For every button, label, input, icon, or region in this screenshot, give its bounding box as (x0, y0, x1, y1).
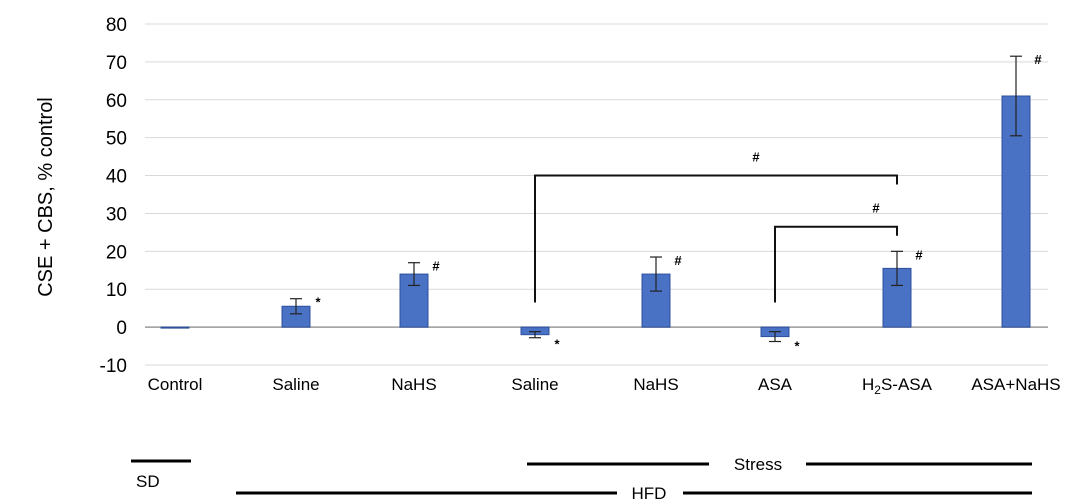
significance-marker: * (794, 339, 800, 354)
x-tick-label: Control (148, 375, 203, 394)
y-tick-label: 30 (106, 204, 127, 225)
group-label-stress: Stress (734, 455, 782, 474)
y-tick-label: 60 (106, 91, 127, 112)
significance-marker: # (432, 259, 440, 274)
x-tick-label: Saline (511, 375, 558, 394)
y-tick-label: 50 (106, 129, 127, 150)
treatment-group-lines: SD Stress HFD (131, 455, 1032, 503)
significance-marker: * (315, 295, 321, 310)
bar (160, 326, 190, 329)
comparison-label: # (752, 150, 760, 165)
bars: *#*#*## (160, 52, 1042, 354)
x-tick-label: NaHS (391, 375, 436, 394)
comparison-label: # (872, 201, 880, 216)
group-label-sd: SD (136, 472, 160, 491)
y-tick-label: -10 (100, 356, 127, 377)
x-axis-ticks: Control Saline NaHS Saline NaHS ASA H2S-ASA ASA… (148, 375, 1061, 397)
group-label-hfd: HFD (632, 484, 667, 503)
significance-marker: # (1034, 52, 1042, 67)
y-tick-label: 20 (106, 242, 127, 263)
comparison-brackets: ## (534, 150, 898, 303)
gridlines (145, 23, 1048, 366)
y-tick-label: 40 (106, 167, 127, 188)
y-tick-label: 10 (106, 280, 127, 301)
comparison-bracket (534, 174, 898, 303)
y-tick-label: 70 (106, 53, 127, 74)
x-tick-label: Saline (272, 375, 319, 394)
comparison-bracket (774, 225, 898, 303)
x-tick-label: ASA+NaHS (971, 375, 1060, 394)
y-axis-label: CSE + CBS, % control (35, 97, 57, 297)
y-tick-label: 0 (116, 318, 127, 339)
y-tick-label: 80 (106, 15, 127, 36)
x-tick-label: NaHS (633, 375, 678, 394)
significance-marker: * (554, 337, 560, 352)
bar (399, 273, 429, 328)
x-tick-label: ASA (758, 375, 793, 394)
x-tick-label: H2S-ASA (862, 375, 933, 397)
y-axis-ticks: 80 70 60 50 40 30 20 10 0 -10 (100, 15, 127, 377)
significance-marker: # (915, 247, 923, 262)
significance-marker: # (674, 253, 682, 268)
